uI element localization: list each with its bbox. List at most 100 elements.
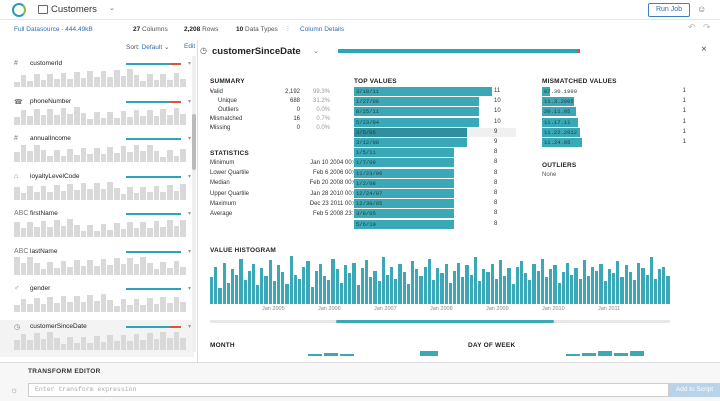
histogram-bar[interactable] <box>444 264 448 304</box>
histogram-bar[interactable] <box>624 265 628 304</box>
histogram-bar[interactable] <box>478 281 482 304</box>
mismatched-bar[interactable] <box>542 97 574 107</box>
column-item[interactable]: ☎ phoneNumber ▾ <box>0 95 194 132</box>
lightbulb-icon[interactable]: ☼ <box>10 385 19 395</box>
month-bar[interactable] <box>324 353 338 356</box>
top-value-bar[interactable] <box>354 199 455 209</box>
top-value-bar[interactable] <box>354 138 467 147</box>
histogram-bar[interactable] <box>653 278 658 304</box>
histogram-bar[interactable] <box>662 266 666 304</box>
top-value-row[interactable]: 5/23/04 10 <box>354 117 516 127</box>
histogram-bar[interactable] <box>369 277 373 304</box>
histogram-bar[interactable] <box>515 266 519 304</box>
top-value-bar[interactable] <box>354 168 455 178</box>
histogram-bar[interactable] <box>457 262 461 304</box>
histogram-bar[interactable] <box>381 257 385 304</box>
histogram-bar[interactable] <box>214 266 218 304</box>
column-quality-bar[interactable] <box>126 175 181 178</box>
column-item[interactable]: ABC lastName ▾ <box>0 245 194 282</box>
mismatched-row[interactable]: 07.30.1999 1 <box>542 87 686 96</box>
column-quality-bar[interactable] <box>126 325 181 328</box>
top-value-bar[interactable] <box>354 209 455 219</box>
histogram-bar[interactable] <box>561 272 565 304</box>
top-value-row[interactable]: 3/12/08 9 <box>354 138 516 147</box>
histogram-bar[interactable] <box>306 261 310 304</box>
histogram-bar[interactable] <box>243 280 247 304</box>
histogram-bar[interactable] <box>628 272 632 304</box>
histogram-bar[interactable] <box>574 268 578 304</box>
histogram-bar[interactable] <box>486 272 490 304</box>
histogram-bar[interactable] <box>222 262 226 304</box>
histogram-bar[interactable] <box>599 264 603 304</box>
histogram-bar[interactable] <box>277 265 281 304</box>
histogram-bar[interactable] <box>226 282 230 304</box>
histogram-bar[interactable] <box>632 280 637 304</box>
histogram-bar[interactable] <box>540 258 544 304</box>
histogram-bar[interactable] <box>565 262 570 304</box>
histogram-bar[interactable] <box>260 268 264 304</box>
histogram-bar[interactable] <box>473 257 477 304</box>
histogram-bar[interactable] <box>507 268 511 304</box>
histogram-bar[interactable] <box>356 285 360 304</box>
column-list-scrollbar[interactable] <box>192 56 196 352</box>
histogram-bar[interactable] <box>641 268 645 304</box>
chevron-down-icon[interactable]: ▾ <box>188 248 192 255</box>
chevron-down-icon[interactable]: ▾ <box>188 136 192 142</box>
column-item[interactable]: ⌂ loyaltyLevelCode ▾ <box>0 170 194 207</box>
histogram-bar[interactable] <box>545 277 549 304</box>
histogram-bar[interactable] <box>239 258 243 304</box>
value-histogram[interactable] <box>210 256 670 304</box>
top-value-row[interactable]: 3/8/05 8 <box>354 209 516 219</box>
undo-icon[interactable]: ↶ <box>688 22 696 32</box>
day-bar[interactable] <box>598 351 612 356</box>
chevron-down-icon[interactable]: ▾ <box>188 323 192 330</box>
histogram-bar[interactable] <box>373 270 377 304</box>
histogram-bar[interactable] <box>570 274 574 304</box>
add-to-script-button[interactable]: Add to Script <box>669 383 720 397</box>
histogram-bar[interactable] <box>210 277 214 304</box>
histogram-bar[interactable] <box>352 262 356 304</box>
histogram-bar[interactable] <box>578 278 582 304</box>
histogram-bar[interactable] <box>318 264 323 304</box>
top-value-row[interactable]: 1/7/09 8 <box>354 158 516 168</box>
top-value-row[interactable]: 3/18/11 11 <box>354 87 516 96</box>
top-value-bar[interactable] <box>354 87 492 96</box>
top-value-bar[interactable] <box>354 127 467 137</box>
month-chart[interactable] <box>308 350 354 356</box>
month-chart-2[interactable] <box>420 350 438 356</box>
mismatched-bar[interactable] <box>542 138 582 147</box>
histogram-bar[interactable] <box>658 269 662 304</box>
histogram-bar[interactable] <box>591 266 595 304</box>
run-job-button[interactable]: Run Job <box>648 3 690 17</box>
column-item[interactable]: # customerId ▾ <box>0 57 194 94</box>
month-bar[interactable] <box>340 354 354 356</box>
user-icon[interactable]: ☺ <box>697 4 707 14</box>
histogram-bar[interactable] <box>256 285 260 304</box>
histogram-bar[interactable] <box>289 256 293 304</box>
histogram-bar[interactable] <box>586 276 591 304</box>
histogram-bar[interactable] <box>230 269 235 304</box>
histogram-bar[interactable] <box>482 269 486 304</box>
mismatched-bar[interactable] <box>542 107 576 117</box>
mismatched-row[interactable]: 11.17.11 1 <box>542 117 686 127</box>
histogram-bar[interactable] <box>536 270 540 304</box>
histogram-bar[interactable] <box>503 276 507 304</box>
redo-icon[interactable]: ↷ <box>703 22 711 32</box>
day-bar[interactable] <box>630 351 644 356</box>
histogram-bar[interactable] <box>461 277 465 304</box>
histogram-bar[interactable] <box>528 280 532 304</box>
column-quality-bar[interactable] <box>126 250 181 253</box>
histogram-bar[interactable] <box>377 281 381 304</box>
histogram-bar[interactable] <box>344 265 348 304</box>
top-value-row[interactable]: 11/23/06 8 <box>354 168 516 178</box>
chevron-down-icon[interactable]: ⌄ <box>109 5 115 12</box>
chevron-down-icon[interactable]: ⌄ <box>313 48 319 55</box>
histogram-bar[interactable] <box>603 281 607 304</box>
column-quality-bar[interactable] <box>126 63 181 65</box>
logo-icon[interactable] <box>12 3 26 17</box>
histogram-bar[interactable] <box>511 284 515 304</box>
histogram-bar[interactable] <box>524 273 528 304</box>
histogram-bar[interactable] <box>297 278 302 304</box>
histogram-bar[interactable] <box>498 260 503 304</box>
histogram-bar[interactable] <box>264 276 268 304</box>
